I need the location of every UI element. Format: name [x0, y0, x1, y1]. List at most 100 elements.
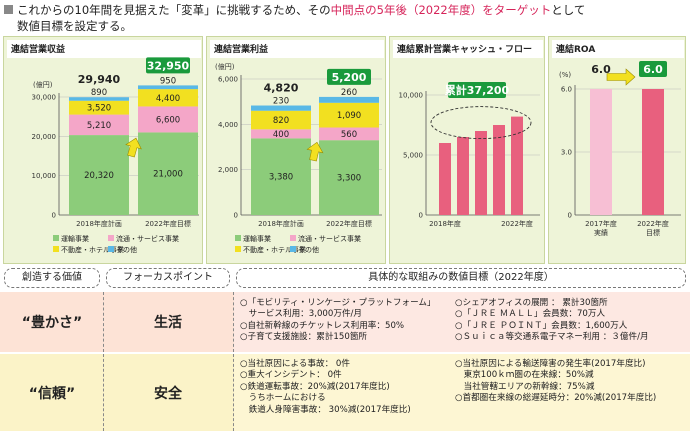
chart-cashflow-panel: 連結累計営業キャッシュ・フロー 0 5,000 10,000 2018年度 2022年度 累… — [389, 36, 545, 264]
intro-highlight: 中間点の5年後（2022年度）をターゲット — [330, 3, 552, 17]
total-badge-label: 累計37,200 — [445, 83, 510, 97]
y-axis-unit: (億円) — [33, 80, 53, 89]
legend-swatch — [290, 235, 296, 241]
row-targets-right: ○当社原因による輸送障害の発生率(2017年度比) 東京100ｋｍ圏の在来線：5… — [455, 359, 656, 405]
y-tick-label: 10,000 — [32, 172, 57, 180]
bar-segment — [251, 129, 311, 139]
total-badge — [448, 82, 506, 98]
cashflow-bar — [475, 131, 487, 215]
y-tick-label: 30,000 — [32, 94, 57, 102]
x-tick-label: 2018年度計画 — [258, 219, 304, 228]
chart-title-box — [7, 40, 201, 58]
intro-text: これからの10年間を見据えた「変革」に挑戦するため、その中間点の5年後（2022… — [4, 2, 688, 34]
roa-bar — [590, 89, 612, 215]
total-badge-label: 6.0 — [643, 63, 663, 76]
y-tick-label: 20,000 — [32, 133, 57, 141]
targets-table: 創造する価値 フォーカスポイント 具体的な取組みの数値目標（2022年度） “豊… — [0, 268, 690, 431]
total-badge — [639, 61, 667, 77]
total-label: 29,940 — [78, 73, 121, 86]
x-tick-label: 2022年度目標 — [145, 219, 191, 228]
bar-segment — [251, 110, 311, 130]
cashflow-bar — [439, 143, 451, 215]
y-tick-label: 6,000 — [218, 76, 238, 84]
bar-value-label: 890 — [91, 88, 107, 98]
growth-arrow — [606, 68, 636, 86]
target-item: ○子育て支援施設：累計150箇所 — [240, 332, 368, 343]
bar-value-label: 6,600 — [156, 115, 180, 125]
table-row-richness: “豊かさ” 生活 ○「モビリティ・リンケージ・プラットフォーム」 サービス利用：… — [0, 292, 690, 352]
total-badge-label: 32,950 — [147, 59, 190, 72]
target-item: ○「モビリティ・リンケージ・プラットフォーム」 — [240, 298, 436, 308]
row-targets-left: ○「モビリティ・リンケージ・プラットフォーム」 サービス利用：3,000万件/月… — [240, 298, 436, 344]
total-badge — [146, 57, 190, 74]
target-item: ○Ｓｕｉｃａ等交通系電子マネー利用 ：３億件/月 — [455, 332, 649, 343]
target-item: ○「ＪＲＥ ＰＯＩＮＴ」会員数：1,600万人 — [455, 320, 628, 331]
bar-segment — [138, 106, 198, 133]
legend-item: 不動産・ホテル事業 — [243, 245, 306, 254]
bar-value-label: 3,520 — [87, 104, 111, 114]
chart-title: 連結営業利益 — [214, 43, 268, 55]
bar-value-label: 3,380 — [269, 173, 293, 183]
y-tick-label: 0 — [52, 212, 56, 220]
x-tick-label: 2017年度 — [585, 219, 617, 228]
target-item: サービス利用：3,000万件/月 — [240, 309, 363, 320]
target-item: ○首都圏在来線の総遅延時分：20%減(2017年度比) — [455, 393, 657, 404]
header-targets: 具体的な取組みの数値目標（2022年度） — [236, 268, 686, 288]
bar-value-label: 400 — [273, 130, 289, 140]
x-tick-label: 2022年度 — [501, 219, 533, 228]
bar-segment — [69, 97, 129, 101]
legend-item: 不動産・ホテル事業 — [61, 245, 124, 254]
chart-title-box — [393, 40, 543, 58]
y-tick-label: 4,000 — [218, 121, 238, 129]
bar-value-label: 230 — [273, 97, 289, 107]
x-tick-label: 2018年度 — [429, 219, 461, 228]
chart-revenue-panel: 連結営業収益 (億円) 0 10,000 20,000 30,000 20,320 5,210… — [3, 36, 203, 264]
target-item: 当社管轄エリアの新幹線：75%減 — [455, 381, 595, 392]
target-item: ○鉄道運転事故：20%減(2017年度比) — [240, 381, 390, 392]
legend-item: 流通・サービス事業 — [116, 234, 179, 243]
bar-value-label: 820 — [273, 116, 289, 126]
y-tick-label: 10,000 — [399, 92, 424, 100]
total-badge — [327, 68, 371, 85]
target-item: うちホームにおける — [240, 393, 326, 404]
legend-item: 運輸事業 — [243, 234, 271, 243]
bar-segment — [251, 105, 311, 111]
growth-arrow — [306, 141, 324, 162]
y-tick-label: 0 — [568, 212, 572, 220]
x-tick-label: 2022年度 — [637, 219, 669, 228]
bar-value-label: 560 — [341, 130, 357, 140]
target-item: 鉄道人身障害事故： 30%減(2017年度比) — [240, 404, 411, 415]
bar-segment — [69, 100, 129, 115]
bar-segment — [138, 89, 198, 107]
bar-segment — [138, 132, 198, 215]
legend-swatch — [53, 246, 59, 252]
y-tick-label: 2,000 — [218, 166, 238, 174]
bar-value-label: 5,210 — [87, 121, 111, 131]
chart-title: 連結累計営業キャッシュ・フロー — [397, 43, 532, 55]
bar-segment — [319, 96, 379, 103]
bar-value-label: 950 — [160, 76, 176, 86]
bar-segment — [69, 114, 129, 136]
chart-profit: 連結営業利益 (億円) 0 2,000 4,000 6,000 3,380 400 820 230… — [210, 40, 384, 254]
bar-value-label: 6.0 — [591, 63, 611, 76]
bar-segment — [138, 85, 198, 90]
legend-item: 流通・サービス事業 — [298, 234, 361, 243]
y-tick-label: 6.0 — [561, 86, 572, 94]
target-item: ○当社原因による輸送障害の発生率(2017年度比) — [455, 359, 646, 369]
bar-value-label: 21,000 — [153, 170, 183, 180]
roa-bar — [642, 89, 664, 215]
chart-title-box — [210, 40, 384, 58]
bar-value-label: 3,300 — [337, 174, 361, 184]
x-tick-label: 2018年度計画 — [76, 219, 122, 228]
row-value: “信頼” — [28, 385, 76, 402]
row-value: “豊かさ” — [21, 315, 83, 331]
row-targets-right: ○シェアオフィスの展開 ： 累計30箇所 ○「ＪＲＥ ＭＡＬＬ」会員数：70万人 ○… — [455, 298, 649, 344]
y-tick-label: 0 — [234, 212, 238, 220]
legend-item: 運輸事業 — [61, 234, 89, 243]
x-tick-label: 2022年度目標 — [326, 219, 372, 228]
y-tick-label: 0 — [419, 212, 423, 220]
bar-segment — [319, 140, 379, 215]
cashflow-bar — [493, 125, 505, 215]
legend-swatch — [108, 246, 114, 252]
